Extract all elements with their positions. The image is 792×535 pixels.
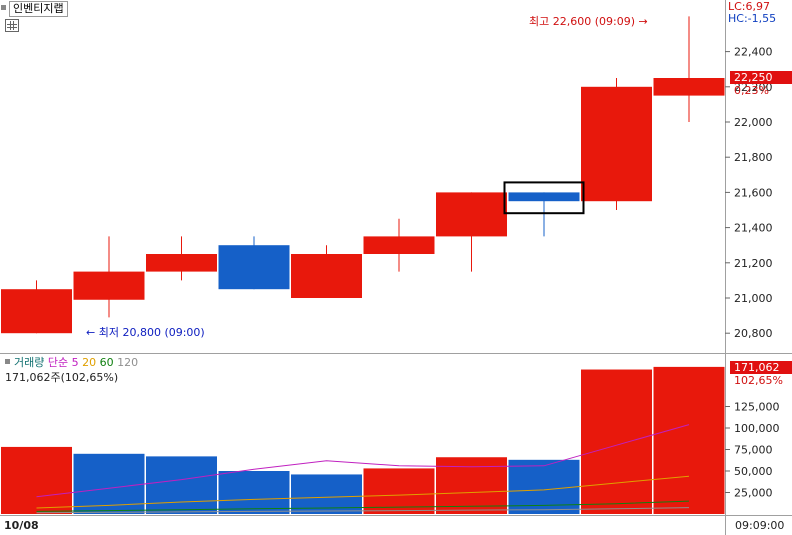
price-tick-label-1: 21,000 bbox=[734, 292, 773, 305]
grid-icon[interactable] bbox=[5, 19, 19, 32]
lc-indicator: LC:6,97 bbox=[728, 0, 771, 13]
candle-body-4 bbox=[291, 254, 362, 298]
arrow-left-icon: ← bbox=[86, 326, 96, 339]
volume-bar-9 bbox=[653, 366, 725, 514]
arrow-right-icon: → bbox=[638, 15, 648, 28]
volume-bar-6 bbox=[436, 457, 507, 514]
volume-tick-label-1: 50,000 bbox=[734, 465, 773, 478]
hc-indicator: HC:-1,55 bbox=[728, 12, 777, 25]
ma20-label[interactable]: 20 bbox=[82, 356, 97, 369]
price-tick-label-8: 22,400 bbox=[734, 46, 773, 59]
pane-marker-icon bbox=[1, 5, 6, 10]
volume-pane bbox=[1, 366, 725, 514]
time-label: 09:09:00 bbox=[735, 519, 785, 532]
ma60-line bbox=[36, 500, 690, 512]
high-annotation: 최고 22,600 (09:09) → bbox=[529, 13, 648, 29]
price-tick-label-3: 21,400 bbox=[734, 222, 773, 235]
current-volume-tag: 171,062 bbox=[730, 361, 792, 374]
current-price-change: 0,23% bbox=[734, 84, 769, 97]
pane-marker-icon bbox=[5, 359, 10, 364]
candle-body-9 bbox=[653, 78, 725, 96]
volume-bar-0 bbox=[1, 446, 72, 514]
ma120-line bbox=[36, 507, 690, 514]
y-axis: 20,800 21,000 21,200 21,400 21,600 21,800 22,0… bbox=[725, 46, 780, 500]
price-tick-label-5: 21,800 bbox=[734, 151, 773, 164]
volume-readout: 171,062주(102,65%) bbox=[5, 371, 119, 384]
volume-bar-3 bbox=[218, 471, 290, 514]
price-tick-label-7: 22,200 bbox=[734, 81, 773, 94]
price-tick-label-4: 21,600 bbox=[734, 186, 773, 199]
volume-bar-2 bbox=[146, 456, 217, 514]
date-label: 10/08 bbox=[4, 519, 39, 532]
volume-tick-label-4: 125,000 bbox=[734, 401, 780, 414]
ma5-line bbox=[36, 424, 690, 498]
ma60-label[interactable]: 60 bbox=[99, 356, 114, 369]
price-tick-label-2: 21,200 bbox=[734, 257, 773, 270]
current-volume-ratio: 102,65% bbox=[734, 374, 783, 387]
volume-tick-label-2: 75,000 bbox=[734, 444, 773, 457]
ma5-label[interactable]: 5 bbox=[71, 356, 79, 369]
volume-title[interactable]: 거래량 bbox=[14, 356, 45, 369]
ma20-line bbox=[36, 475, 690, 509]
highlight-box bbox=[503, 181, 585, 215]
candle-body-2 bbox=[146, 254, 217, 272]
volume-bar-8 bbox=[581, 369, 652, 514]
volume-legend: 거래량 단순 5 20 60 120 bbox=[5, 356, 138, 370]
low-annotation-text: 최저 20,800 (09:00) bbox=[98, 326, 205, 339]
current-price-tag: 22,250 bbox=[730, 71, 792, 84]
candle-body-7 bbox=[508, 192, 580, 202]
volume-tick-label-3: 100,000 bbox=[734, 422, 780, 435]
candle-body-8 bbox=[581, 86, 652, 202]
candle-body-6 bbox=[436, 192, 507, 237]
candle-body-5 bbox=[363, 236, 435, 254]
candle-body-3 bbox=[218, 245, 290, 290]
price-tick-label-0: 20,800 bbox=[734, 327, 773, 340]
high-annotation-text: 최고 22,600 (09:09) bbox=[529, 15, 636, 28]
price-tick-label-6: 22,000 bbox=[734, 116, 773, 129]
volume-tick-label-0: 25,000 bbox=[734, 487, 773, 500]
low-annotation: ← 최저 20,800 (09:00) bbox=[86, 324, 205, 340]
ma120-label[interactable]: 120 bbox=[117, 356, 139, 369]
ma-type-label[interactable]: 단순 bbox=[47, 356, 69, 369]
candle-body-1 bbox=[73, 271, 145, 300]
price-pane bbox=[1, 16, 725, 334]
stock-name-box[interactable]: 인벤티지랩 bbox=[9, 1, 68, 17]
candle-body-0 bbox=[1, 289, 72, 334]
